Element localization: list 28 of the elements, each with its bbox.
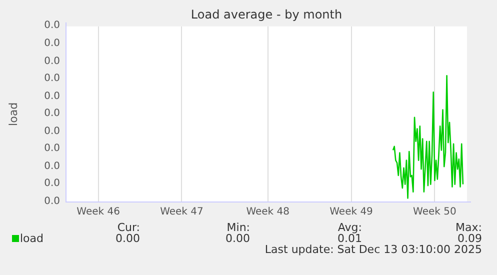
text: 0.0 [44, 143, 60, 154]
text: 0.00 [226, 232, 250, 245]
text: Cur: [117, 221, 140, 234]
text: Max: [456, 221, 482, 234]
legend-label: load [20, 232, 44, 245]
text: 0.0 [44, 56, 60, 67]
text: 0.0 [44, 178, 60, 190]
y-axis-title: load [6, 102, 20, 126]
text: 0.0 [44, 20, 60, 32]
x-tick-label: Week 47 [160, 206, 204, 218]
text: Avg: [338, 221, 362, 234]
text: 0.0 [44, 73, 60, 84]
text: 0.0 [44, 160, 60, 172]
x-tick-label: Week 50 [413, 206, 456, 218]
text: 0.00 [116, 232, 140, 245]
text: 0.0 [44, 126, 60, 137]
text: Min: [226, 221, 250, 234]
x-tick-label: Week 49 [330, 206, 373, 218]
x-tick-label: Week 46 [76, 206, 120, 218]
text: 0.0 [44, 90, 60, 102]
text: 0.0 [44, 196, 60, 207]
text: 0.0 [44, 108, 60, 120]
chart-title: Load average - by month [190, 7, 342, 22]
text: 0.09 [458, 232, 482, 245]
text: 0.0 [44, 38, 60, 49]
text: 0.01 [338, 232, 362, 245]
x-tick-label: Week 48 [246, 206, 290, 218]
text: Last update: Sat Dec 13 03:10:00 2025 [264, 243, 482, 256]
